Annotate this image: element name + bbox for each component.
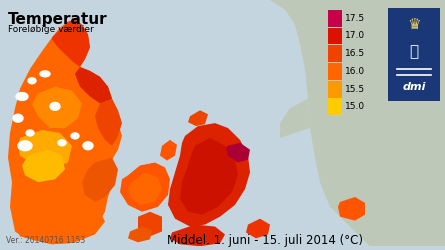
Polygon shape (138, 212, 162, 236)
Polygon shape (8, 20, 122, 244)
Polygon shape (338, 197, 365, 221)
Polygon shape (188, 110, 208, 126)
Bar (328, 10, 342, 26)
Bar (328, 28, 342, 44)
Text: Foreløbige værdier: Foreløbige værdier (8, 24, 94, 34)
Polygon shape (52, 20, 90, 67)
Polygon shape (170, 224, 225, 246)
Bar (328, 81, 342, 98)
Polygon shape (246, 219, 270, 238)
Polygon shape (226, 143, 250, 163)
Text: dmi: dmi (402, 82, 426, 92)
Ellipse shape (40, 71, 50, 77)
Ellipse shape (71, 133, 79, 139)
Polygon shape (280, 98, 310, 138)
Text: ♛: ♛ (407, 17, 421, 32)
Polygon shape (18, 130, 72, 170)
Polygon shape (128, 226, 152, 242)
Text: Temperatur: Temperatur (8, 12, 108, 27)
Polygon shape (128, 172, 162, 205)
Polygon shape (15, 192, 105, 244)
Text: 17.0: 17.0 (345, 32, 365, 40)
Ellipse shape (83, 142, 93, 150)
Bar (388, 8, 440, 102)
Polygon shape (22, 150, 65, 182)
Polygon shape (32, 87, 82, 128)
Ellipse shape (28, 78, 36, 84)
Ellipse shape (50, 102, 60, 110)
Text: Ver.: 20140716 1153: Ver.: 20140716 1153 (6, 236, 85, 246)
Text: 17.5: 17.5 (345, 14, 365, 23)
Text: 15.0: 15.0 (345, 102, 365, 111)
Text: Middel. 1. juni - 15. juli 2014 (°C): Middel. 1. juni - 15. juli 2014 (°C) (167, 234, 363, 248)
Polygon shape (120, 162, 170, 212)
Ellipse shape (16, 92, 28, 100)
Ellipse shape (18, 141, 32, 151)
Ellipse shape (26, 130, 34, 136)
Polygon shape (168, 123, 250, 226)
Text: 🌤: 🌤 (409, 44, 419, 59)
Polygon shape (160, 140, 177, 160)
Bar (328, 45, 342, 62)
Polygon shape (75, 67, 112, 110)
Text: 15.5: 15.5 (345, 85, 365, 94)
Ellipse shape (58, 140, 66, 146)
Polygon shape (82, 158, 118, 202)
Polygon shape (95, 98, 122, 146)
Polygon shape (180, 138, 238, 215)
Text: 16.5: 16.5 (345, 49, 365, 58)
Bar (328, 98, 342, 115)
Polygon shape (270, 0, 445, 246)
Text: 16.0: 16.0 (345, 67, 365, 76)
Ellipse shape (13, 114, 23, 122)
Bar (328, 63, 342, 80)
